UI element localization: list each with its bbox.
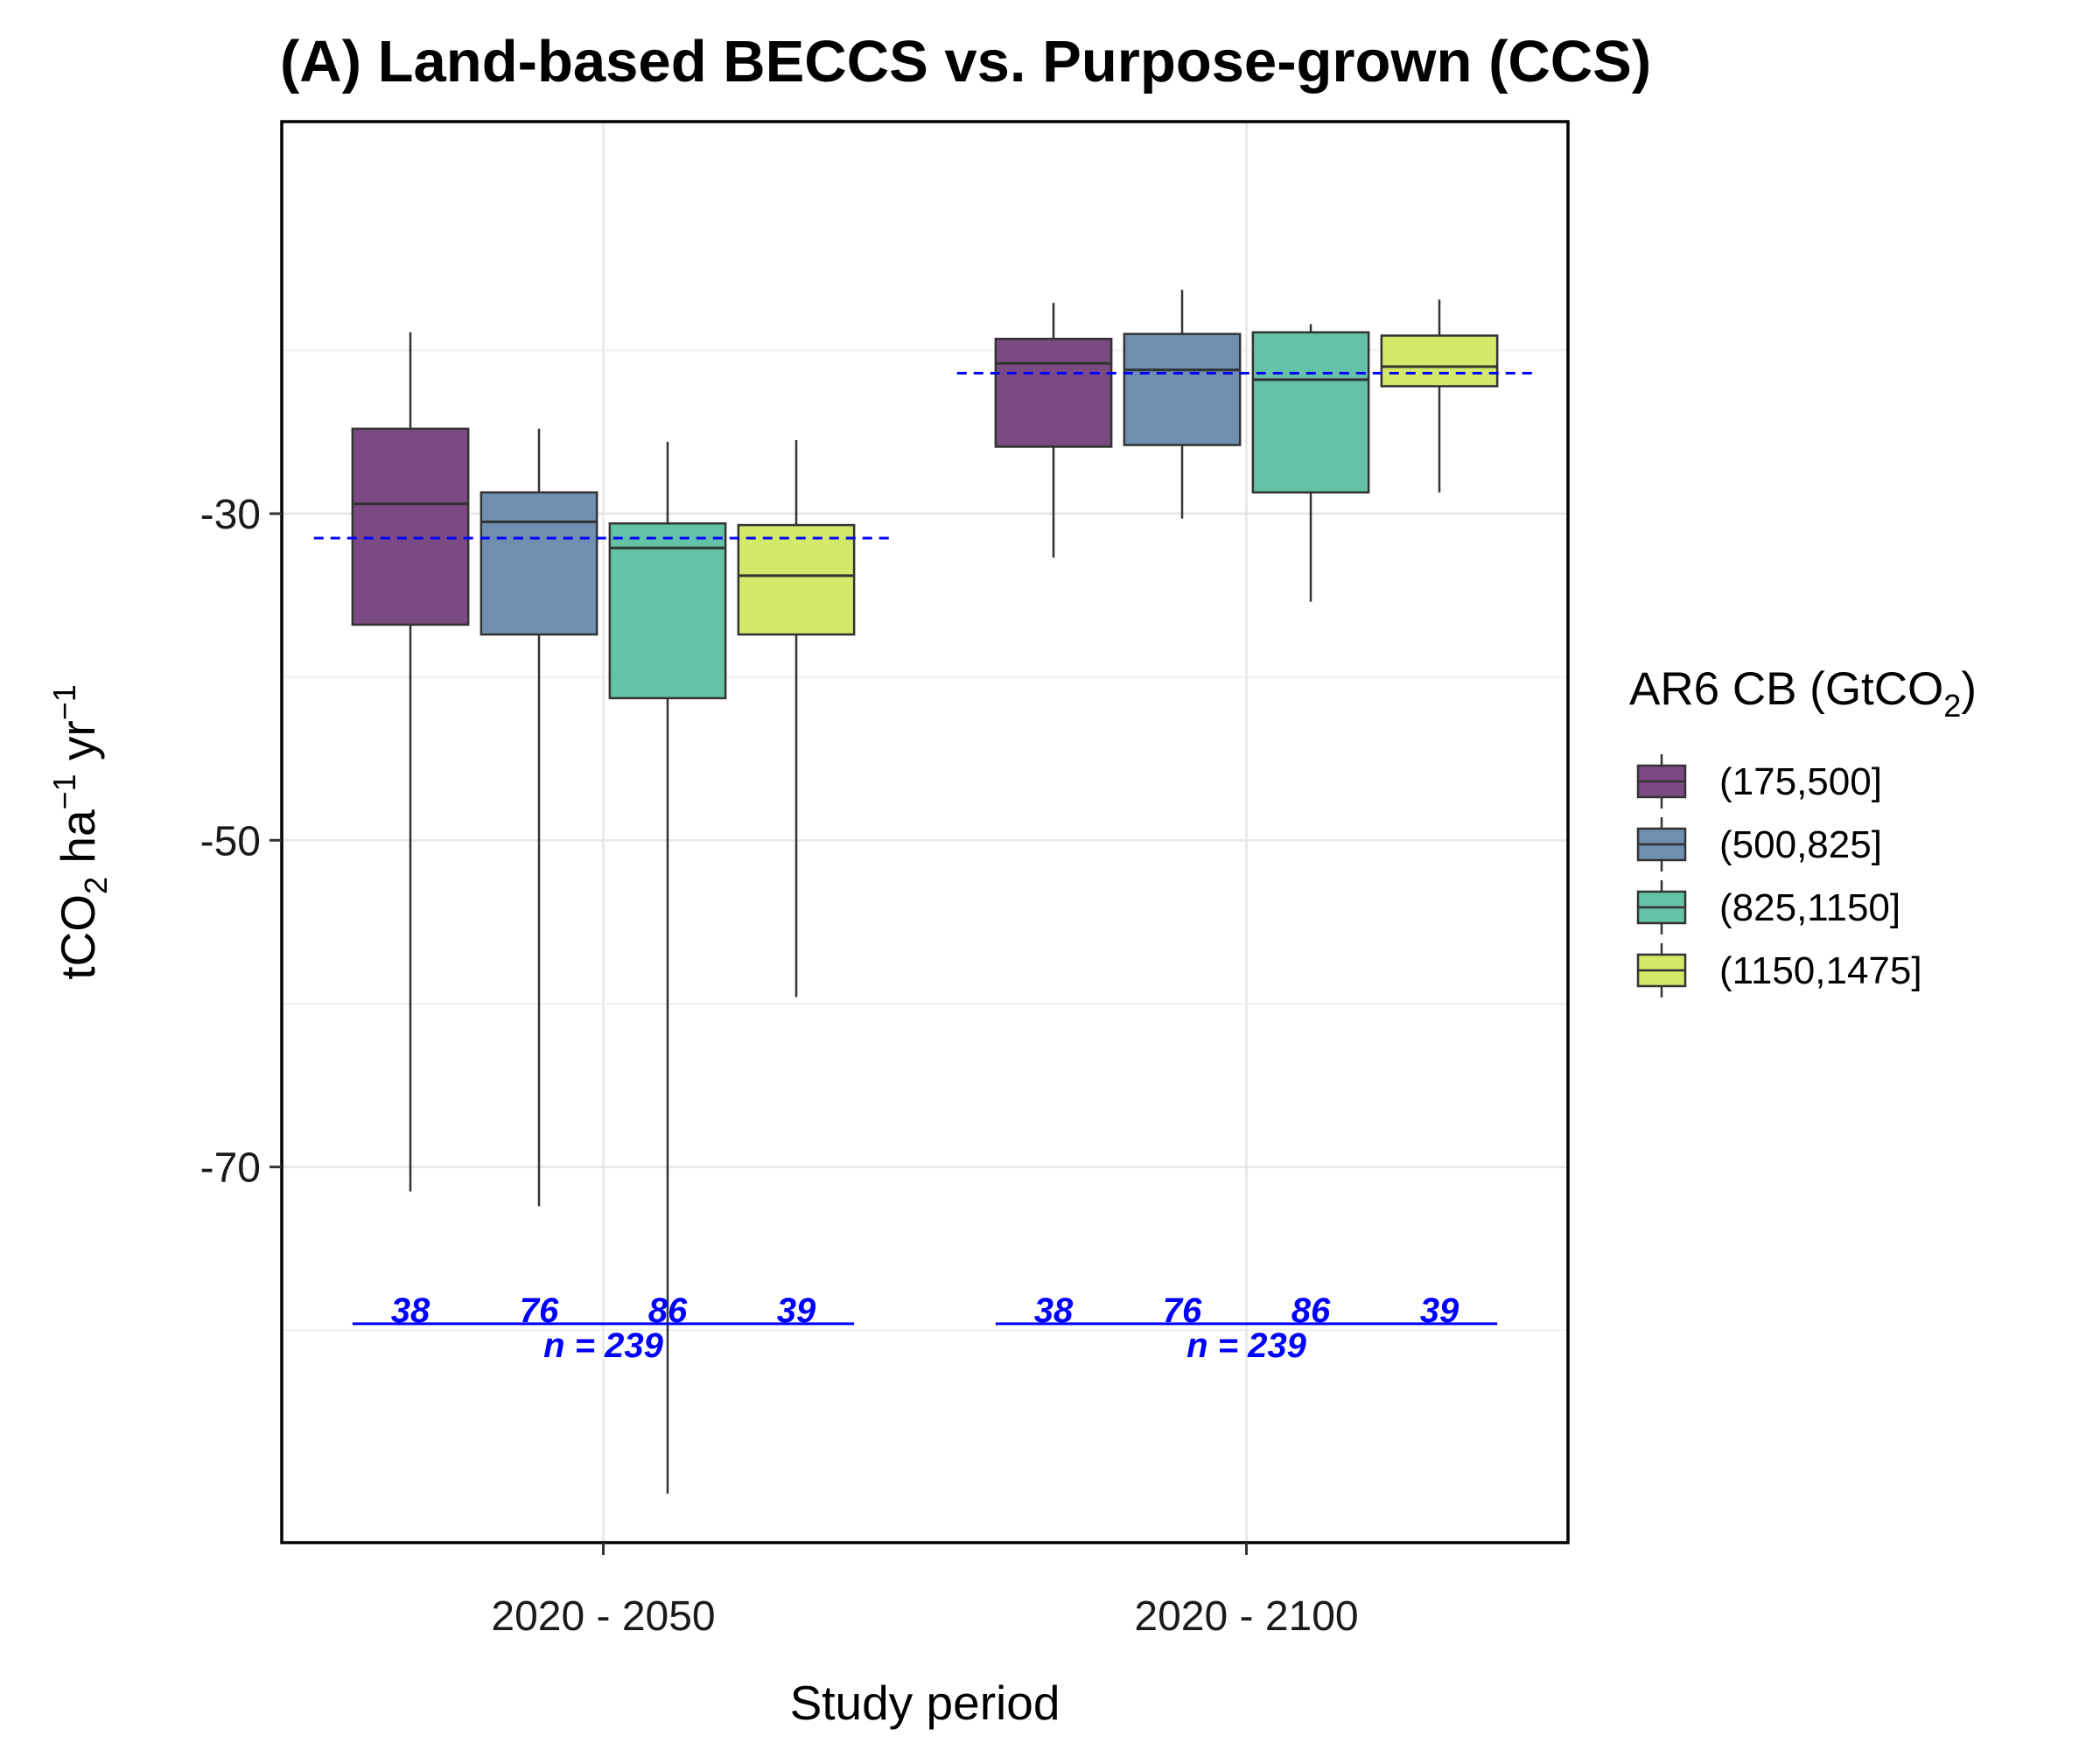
legend-label: (1150,1475] <box>1719 949 1922 992</box>
n-total-label: n = 239 <box>543 1326 664 1365</box>
legend-title-subscript: 2 <box>1943 688 1961 724</box>
box-2 <box>1123 290 1242 519</box>
legend-label: (825,1150] <box>1719 886 1900 929</box>
box-body <box>480 491 598 636</box>
y-title-superscript: −1 <box>46 774 82 809</box>
box-body <box>1251 331 1370 494</box>
y-tick-label: -50 <box>200 818 261 864</box>
y-title-part: yr <box>51 720 105 774</box>
y-title-base: tCO <box>51 894 105 980</box>
boxes-layer <box>351 290 1499 1494</box>
y-axis-title: tCO2 ha−1 yr−1 <box>46 684 114 979</box>
y-title-subscript: 2 <box>78 877 114 894</box>
box-2 <box>480 428 598 1207</box>
count-label: 38 <box>1034 1292 1074 1330</box>
count-label: 39 <box>777 1292 816 1330</box>
box-1 <box>994 303 1113 558</box>
count-label: 86 <box>648 1292 688 1330</box>
axes-layer: -30 -50 -70 2020 - 2050 2020 - 2100 <box>200 492 1359 1640</box>
count-labels-layer: 38 76 86 39 n = 239 38 76 86 39 n = 239 <box>352 1292 1498 1365</box>
legend-title-end: ) <box>1961 663 1977 715</box>
x-tick-label: 2020 - 2050 <box>491 1593 715 1640</box>
count-label: 38 <box>391 1292 430 1330</box>
y-title-superscript: −1 <box>46 684 82 720</box>
count-label: 76 <box>520 1292 559 1330</box>
legend-item: (175,500] <box>1636 754 1882 808</box>
n-total-label: n = 239 <box>1186 1326 1307 1365</box>
count-label: 86 <box>1292 1292 1331 1330</box>
mean-lines-layer <box>313 371 1536 540</box>
box-body <box>1123 332 1242 446</box>
box-body <box>351 427 470 626</box>
legend-label: (175,500] <box>1719 760 1882 803</box>
box-3 <box>608 441 727 1494</box>
legend-label: (500,825] <box>1719 823 1882 866</box>
x-axis-title: Study period <box>790 1676 1060 1730</box>
y-title-part: ha <box>51 809 105 877</box>
count-label: 76 <box>1163 1292 1202 1330</box>
box-body <box>737 523 856 636</box>
box-4 <box>1380 299 1499 493</box>
legend-title-base: AR6 CB (GtCO <box>1629 663 1943 715</box>
grid-lines <box>282 122 1568 1543</box>
legend-item: (500,825] <box>1636 817 1882 872</box>
plot-panel-border <box>280 120 1570 1544</box>
box-3 <box>1251 324 1370 602</box>
box-1 <box>351 332 470 1192</box>
legend-item: (825,1150] <box>1636 880 1900 934</box>
x-tick-label: 2020 - 2100 <box>1134 1593 1358 1640</box>
box-body <box>1380 334 1499 388</box>
legend: AR6 CB (GtCO2) (175,500] (500,825] (825,115… <box>1629 663 1977 998</box>
box-body <box>608 522 727 700</box>
legend-item: (1150,1475] <box>1636 943 1922 998</box>
y-tick-label: -70 <box>200 1145 261 1192</box>
box-body <box>994 338 1113 448</box>
legend-title: AR6 CB (GtCO2) <box>1629 663 1977 724</box>
count-label: 39 <box>1420 1292 1460 1330</box>
chart-title: (A) Land-based BECCS vs. Purpose-grown (… <box>280 29 1651 94</box>
y-tick-label: -30 <box>200 492 261 538</box>
box-4 <box>737 440 856 998</box>
